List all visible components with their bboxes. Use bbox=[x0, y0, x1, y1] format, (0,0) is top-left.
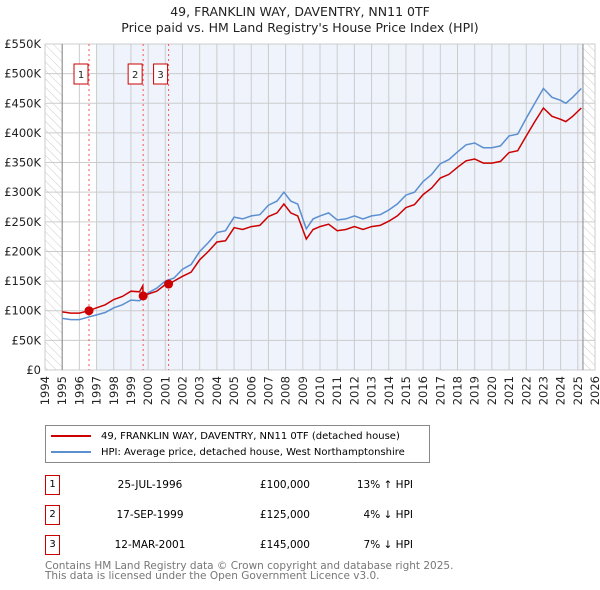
chart-subtitle: Price paid vs. HM Land Registry's House … bbox=[121, 20, 479, 35]
y-tick-label: £50K bbox=[12, 333, 42, 347]
sale-point bbox=[84, 306, 94, 316]
x-tick-label: 2008 bbox=[279, 376, 293, 405]
x-tick-label: 2009 bbox=[296, 376, 310, 405]
y-tick-label: £300K bbox=[4, 185, 41, 199]
plot-area: £0 £50K £100K £150K £200K £250K £300K £350K £400… bbox=[4, 37, 600, 405]
x-tick-label: 1996 bbox=[72, 376, 86, 405]
sale-marker-box bbox=[73, 63, 89, 85]
x-tick-label: 2002 bbox=[176, 376, 190, 405]
y-tick-label: £250K bbox=[4, 215, 41, 229]
sale-hpi-diff: 13% ↑ HPI bbox=[356, 479, 413, 491]
x-tick-label: 2021 bbox=[502, 376, 516, 405]
no-data-hatch-right bbox=[582, 44, 595, 370]
sale-price: £125,000 bbox=[259, 509, 310, 521]
sale-marker-label: 1 bbox=[45, 475, 60, 495]
x-tick-label: 2014 bbox=[382, 376, 396, 405]
y-tick-label: £350K bbox=[4, 156, 41, 170]
sale-marker-label: 1 bbox=[78, 70, 84, 81]
x-tick-label: 1995 bbox=[55, 376, 69, 405]
sale-price: £145,000 bbox=[259, 539, 310, 551]
legend-item-property: 49, FRANKLIN WAY, DAVENTRY, NN11 0TF (de… bbox=[51, 429, 400, 443]
sale-marker-label: 2 bbox=[45, 505, 60, 525]
chart-title: 49, FRANKLIN WAY, DAVENTRY, NN11 0TF bbox=[170, 4, 430, 19]
sale-marker-box bbox=[153, 63, 169, 85]
y-tick-label: £100K bbox=[4, 304, 41, 318]
legend-swatch-property bbox=[51, 435, 91, 437]
legend-label-hpi: HPI: Average price, detached house, West… bbox=[101, 446, 405, 458]
legend: 49, FRANKLIN WAY, DAVENTRY, NN11 0TF (de… bbox=[45, 425, 430, 463]
x-tick-label: 2003 bbox=[193, 376, 207, 405]
y-tick-label: £150K bbox=[4, 274, 41, 288]
legend-label-property: 49, FRANKLIN WAY, DAVENTRY, NN11 0TF (de… bbox=[101, 430, 400, 442]
sale-row: 2 17-SEP-1999 £125,000 4% ↓ HPI bbox=[45, 505, 445, 525]
footer-copyright: Contains HM Land Registry data © Crown c… bbox=[45, 560, 454, 572]
y-tick-label: £500K bbox=[4, 67, 41, 81]
x-tick-label: 2000 bbox=[141, 376, 155, 405]
sale-marker-label: 2 bbox=[132, 70, 138, 81]
sale-marker-label: 3 bbox=[45, 535, 60, 555]
sale-hpi-diff: 4% ↓ HPI bbox=[363, 509, 413, 521]
sale-point bbox=[138, 291, 148, 301]
x-tick-label: 1998 bbox=[107, 376, 121, 405]
x-tick-label: 2018 bbox=[451, 376, 465, 405]
x-tick-label: 2023 bbox=[536, 376, 550, 405]
x-tick-label: 2016 bbox=[416, 376, 430, 405]
sale-row: 1 25-JUL-1996 £100,000 13% ↑ HPI bbox=[45, 475, 445, 495]
x-tick-label: 2012 bbox=[347, 376, 361, 405]
legend-item-hpi: HPI: Average price, detached house, West… bbox=[51, 445, 405, 459]
x-tick-label: 2017 bbox=[433, 376, 447, 405]
x-tick-label: 2001 bbox=[158, 376, 172, 405]
sale-date: 12-MAR-2001 bbox=[114, 539, 186, 551]
x-tick-label: 2005 bbox=[227, 376, 241, 405]
sale-marker-box bbox=[127, 63, 143, 85]
x-tick-label: 2026 bbox=[588, 376, 600, 405]
sale-date: 17-SEP-1999 bbox=[116, 509, 184, 521]
sale-date: 25-JUL-1996 bbox=[117, 479, 183, 491]
x-tick-label: 2019 bbox=[468, 376, 482, 405]
footer-licence: This data is licensed under the Open Gov… bbox=[45, 570, 380, 582]
plot-border bbox=[44, 43, 596, 371]
x-tick-label: 2013 bbox=[365, 376, 379, 405]
x-tick-label: 2007 bbox=[261, 376, 275, 405]
x-tick-label: 1997 bbox=[90, 376, 104, 405]
sale-hpi-diff: 7% ↓ HPI bbox=[363, 539, 413, 551]
x-tick-label: 1994 bbox=[38, 376, 52, 405]
no-data-hatch-left bbox=[45, 44, 63, 370]
shaded-region bbox=[96, 44, 583, 370]
x-tick-label: 2020 bbox=[485, 376, 499, 405]
sale-point bbox=[164, 279, 174, 289]
y-tick-label: £450K bbox=[4, 96, 41, 110]
x-tick-label: 2006 bbox=[244, 376, 258, 405]
x-tick-label: 2011 bbox=[330, 376, 344, 405]
x-tick-label: 2024 bbox=[554, 376, 568, 405]
y-tick-label: £200K bbox=[4, 244, 41, 258]
x-tick-label: 2022 bbox=[519, 376, 533, 405]
x-tick-label: 2010 bbox=[313, 376, 327, 405]
y-tick-label: £550K bbox=[4, 37, 41, 51]
legend-swatch-hpi bbox=[51, 451, 91, 453]
x-tick-label: 2004 bbox=[210, 376, 224, 405]
sale-row: 3 12-MAR-2001 £145,000 7% ↓ HPI bbox=[45, 535, 445, 555]
x-tick-label: 2025 bbox=[571, 376, 585, 405]
y-tick-label: £400K bbox=[4, 126, 41, 140]
sale-marker-label: 3 bbox=[157, 70, 163, 81]
hpi-line bbox=[62, 87, 582, 321]
x-tick-label: 1999 bbox=[124, 376, 138, 405]
x-tick-label: 2015 bbox=[399, 376, 413, 405]
sale-price: £100,000 bbox=[259, 479, 310, 491]
y-tick-label: £0 bbox=[26, 363, 41, 377]
